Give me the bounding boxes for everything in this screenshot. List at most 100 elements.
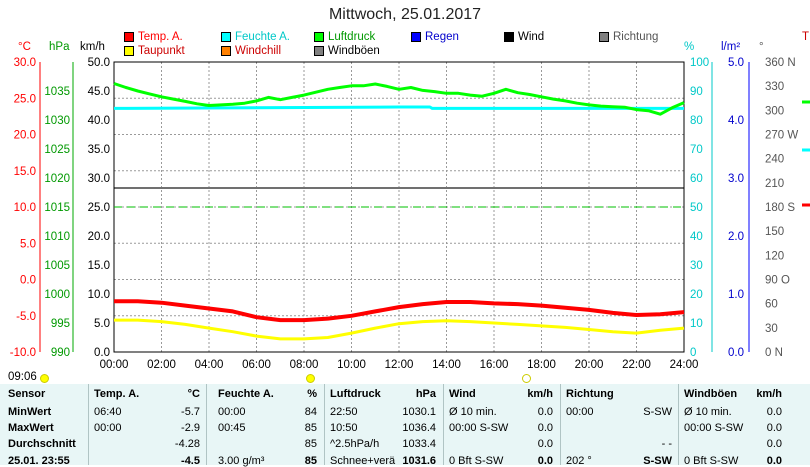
humidity-tick-label: 0 bbox=[690, 347, 696, 359]
x-tick-label: 20:00 bbox=[575, 359, 604, 371]
wind-tick-label: 0.0 bbox=[94, 347, 110, 359]
legend-label: Feuchte A. bbox=[235, 31, 290, 43]
direction-tick-label: 150 bbox=[765, 226, 784, 238]
pressure-tick-label: 1005 bbox=[44, 260, 70, 272]
table-row-label: MaxWert bbox=[8, 422, 54, 434]
table-cell-value: 85 bbox=[304, 455, 317, 467]
temp-tick-label: -10.0 bbox=[10, 347, 36, 359]
wind-tick-label: 50.0 bbox=[88, 57, 110, 69]
wind-unit-label: km/h bbox=[80, 41, 105, 53]
table-cell-value: 0.0 bbox=[537, 438, 553, 450]
x-tick-label: 24:00 bbox=[670, 359, 699, 371]
table-cell-value: 0.0 bbox=[766, 406, 782, 418]
temp-tick-label: 10.0 bbox=[14, 202, 36, 214]
table-cell-value: S-SW bbox=[643, 455, 672, 467]
wind-tick-label: 25.0 bbox=[88, 202, 110, 214]
pressure-tick-label: 1035 bbox=[44, 86, 70, 98]
table-cell-value: 0.0 bbox=[766, 422, 782, 434]
table-cell-time: 00:00 bbox=[566, 406, 594, 418]
series-line-temp-a- bbox=[114, 299, 685, 323]
table-cell-time: 0 Bft S-SW bbox=[684, 455, 739, 467]
table-unit: hPa bbox=[415, 388, 436, 400]
legend-swatch bbox=[124, 46, 134, 56]
legend-label: Richtung bbox=[613, 31, 659, 43]
table-row-label: Durchschnitt bbox=[8, 438, 76, 450]
series-line-taupunkt bbox=[114, 318, 685, 341]
legend-label: Taupunkt bbox=[138, 45, 185, 57]
legend-item: Richtung bbox=[599, 31, 658, 43]
legend-swatch bbox=[411, 32, 421, 42]
humidity-tick-label: 100 bbox=[690, 57, 709, 69]
table-unit: °C bbox=[187, 388, 200, 400]
table-cell-value: 0.0 bbox=[537, 455, 553, 467]
legend-swatch bbox=[504, 32, 514, 42]
table-cell-time: 06:40 bbox=[94, 406, 122, 418]
table-unit: % bbox=[307, 388, 317, 400]
x-tick-label: 10:00 bbox=[337, 359, 366, 371]
direction-tick-label: 60 bbox=[765, 299, 778, 311]
statistics-table: Sensor MinWert MaxWert Durchschnitt 25.01. 2… bbox=[0, 384, 810, 467]
x-tick-label: 22:00 bbox=[622, 359, 651, 371]
x-tick-label: 12:00 bbox=[385, 359, 414, 371]
table-cell-value: S-SW bbox=[643, 406, 672, 418]
legend-label: Luftdruck bbox=[328, 31, 376, 43]
legend-swatch bbox=[124, 32, 134, 42]
humidity-tick-label: 60 bbox=[690, 173, 703, 185]
table-cell-value: -4.28 bbox=[174, 438, 200, 450]
table-cell-time: 00:45 bbox=[218, 422, 246, 434]
x-tick-label: 04:00 bbox=[195, 359, 224, 371]
current-time-marker: 09:06 bbox=[8, 371, 37, 383]
legend-item: Regen bbox=[411, 31, 459, 43]
temp-tick-label: 20.0 bbox=[14, 130, 36, 142]
direction-tick-label: 330 bbox=[765, 81, 784, 93]
legend-item: Wind bbox=[504, 31, 544, 43]
pressure-tick-label: 1030 bbox=[44, 115, 70, 127]
right-edge-label: T bbox=[802, 31, 810, 43]
x-tick-label: 14:00 bbox=[432, 359, 461, 371]
table-cell-value: 85 bbox=[304, 422, 317, 434]
direction-tick-label: 0 N bbox=[765, 347, 783, 359]
table-cell-value: 1036.4 bbox=[402, 422, 436, 434]
series-line-luftdruck bbox=[113, 82, 685, 116]
table-cell-value: 0.0 bbox=[537, 406, 553, 418]
rain-tick-label: 3.0 bbox=[728, 173, 744, 185]
direction-tick-label: 360 N bbox=[765, 57, 796, 69]
rain-tick-label: 4.0 bbox=[728, 115, 744, 127]
direction-tick-label: 180 S bbox=[765, 202, 795, 214]
legend-swatch bbox=[599, 32, 609, 42]
chart-canvas: 30.0 25.0 20.0 15.0 10.0 5.0 0.0 -5.0 -10.0 1035 1… bbox=[10, 57, 810, 371]
rain-tick-label: 5.0 bbox=[728, 57, 744, 69]
temp-tick-label: 30.0 bbox=[14, 57, 36, 69]
table-cell-value: 84 bbox=[304, 406, 317, 418]
pressure-tick-label: 1020 bbox=[44, 173, 70, 185]
direction-tick-label: 240 bbox=[765, 154, 784, 166]
series-line-feuchte-a- bbox=[113, 105, 684, 110]
wind-tick-label: 5.0 bbox=[94, 318, 110, 330]
humidity-tick-label: 10 bbox=[690, 318, 703, 330]
direction-tick-label: 90 O bbox=[765, 275, 790, 287]
x-tick-label: 08:00 bbox=[290, 359, 319, 371]
pressure-unit-label: hPa bbox=[49, 41, 70, 53]
table-cell-time: 3.00 g/m³ bbox=[218, 455, 265, 467]
legend-swatch bbox=[314, 32, 324, 42]
legend-item: Taupunkt bbox=[124, 45, 185, 57]
pressure-tick-label: 1000 bbox=[44, 289, 70, 301]
legend-swatch bbox=[314, 46, 324, 56]
pressure-tick-label: 990 bbox=[51, 347, 70, 359]
rain-unit-label: l/m² bbox=[721, 41, 741, 53]
table-column-divider bbox=[206, 384, 207, 465]
direction-tick-label: 300 bbox=[765, 105, 784, 117]
legend-label: Windböen bbox=[328, 45, 380, 57]
temp-tick-label: -5.0 bbox=[16, 311, 36, 323]
table-cell-value: 0.0 bbox=[537, 422, 553, 434]
chart-title: Mittwoch, 25.01.2017 bbox=[328, 6, 482, 23]
legend-label: Temp. A. bbox=[138, 31, 183, 43]
rain-tick-label: 1.0 bbox=[728, 289, 744, 301]
table-cell-value: -4.5 bbox=[181, 455, 200, 467]
wind-tick-label: 15.0 bbox=[88, 260, 110, 272]
table-header: Temp. A. bbox=[94, 388, 140, 400]
table-cell-value: -2.9 bbox=[181, 422, 200, 434]
direction-tick-label: 30 bbox=[765, 323, 778, 335]
table-cell-value: -5.7 bbox=[181, 406, 200, 418]
table-cell-value: - - bbox=[661, 438, 672, 450]
